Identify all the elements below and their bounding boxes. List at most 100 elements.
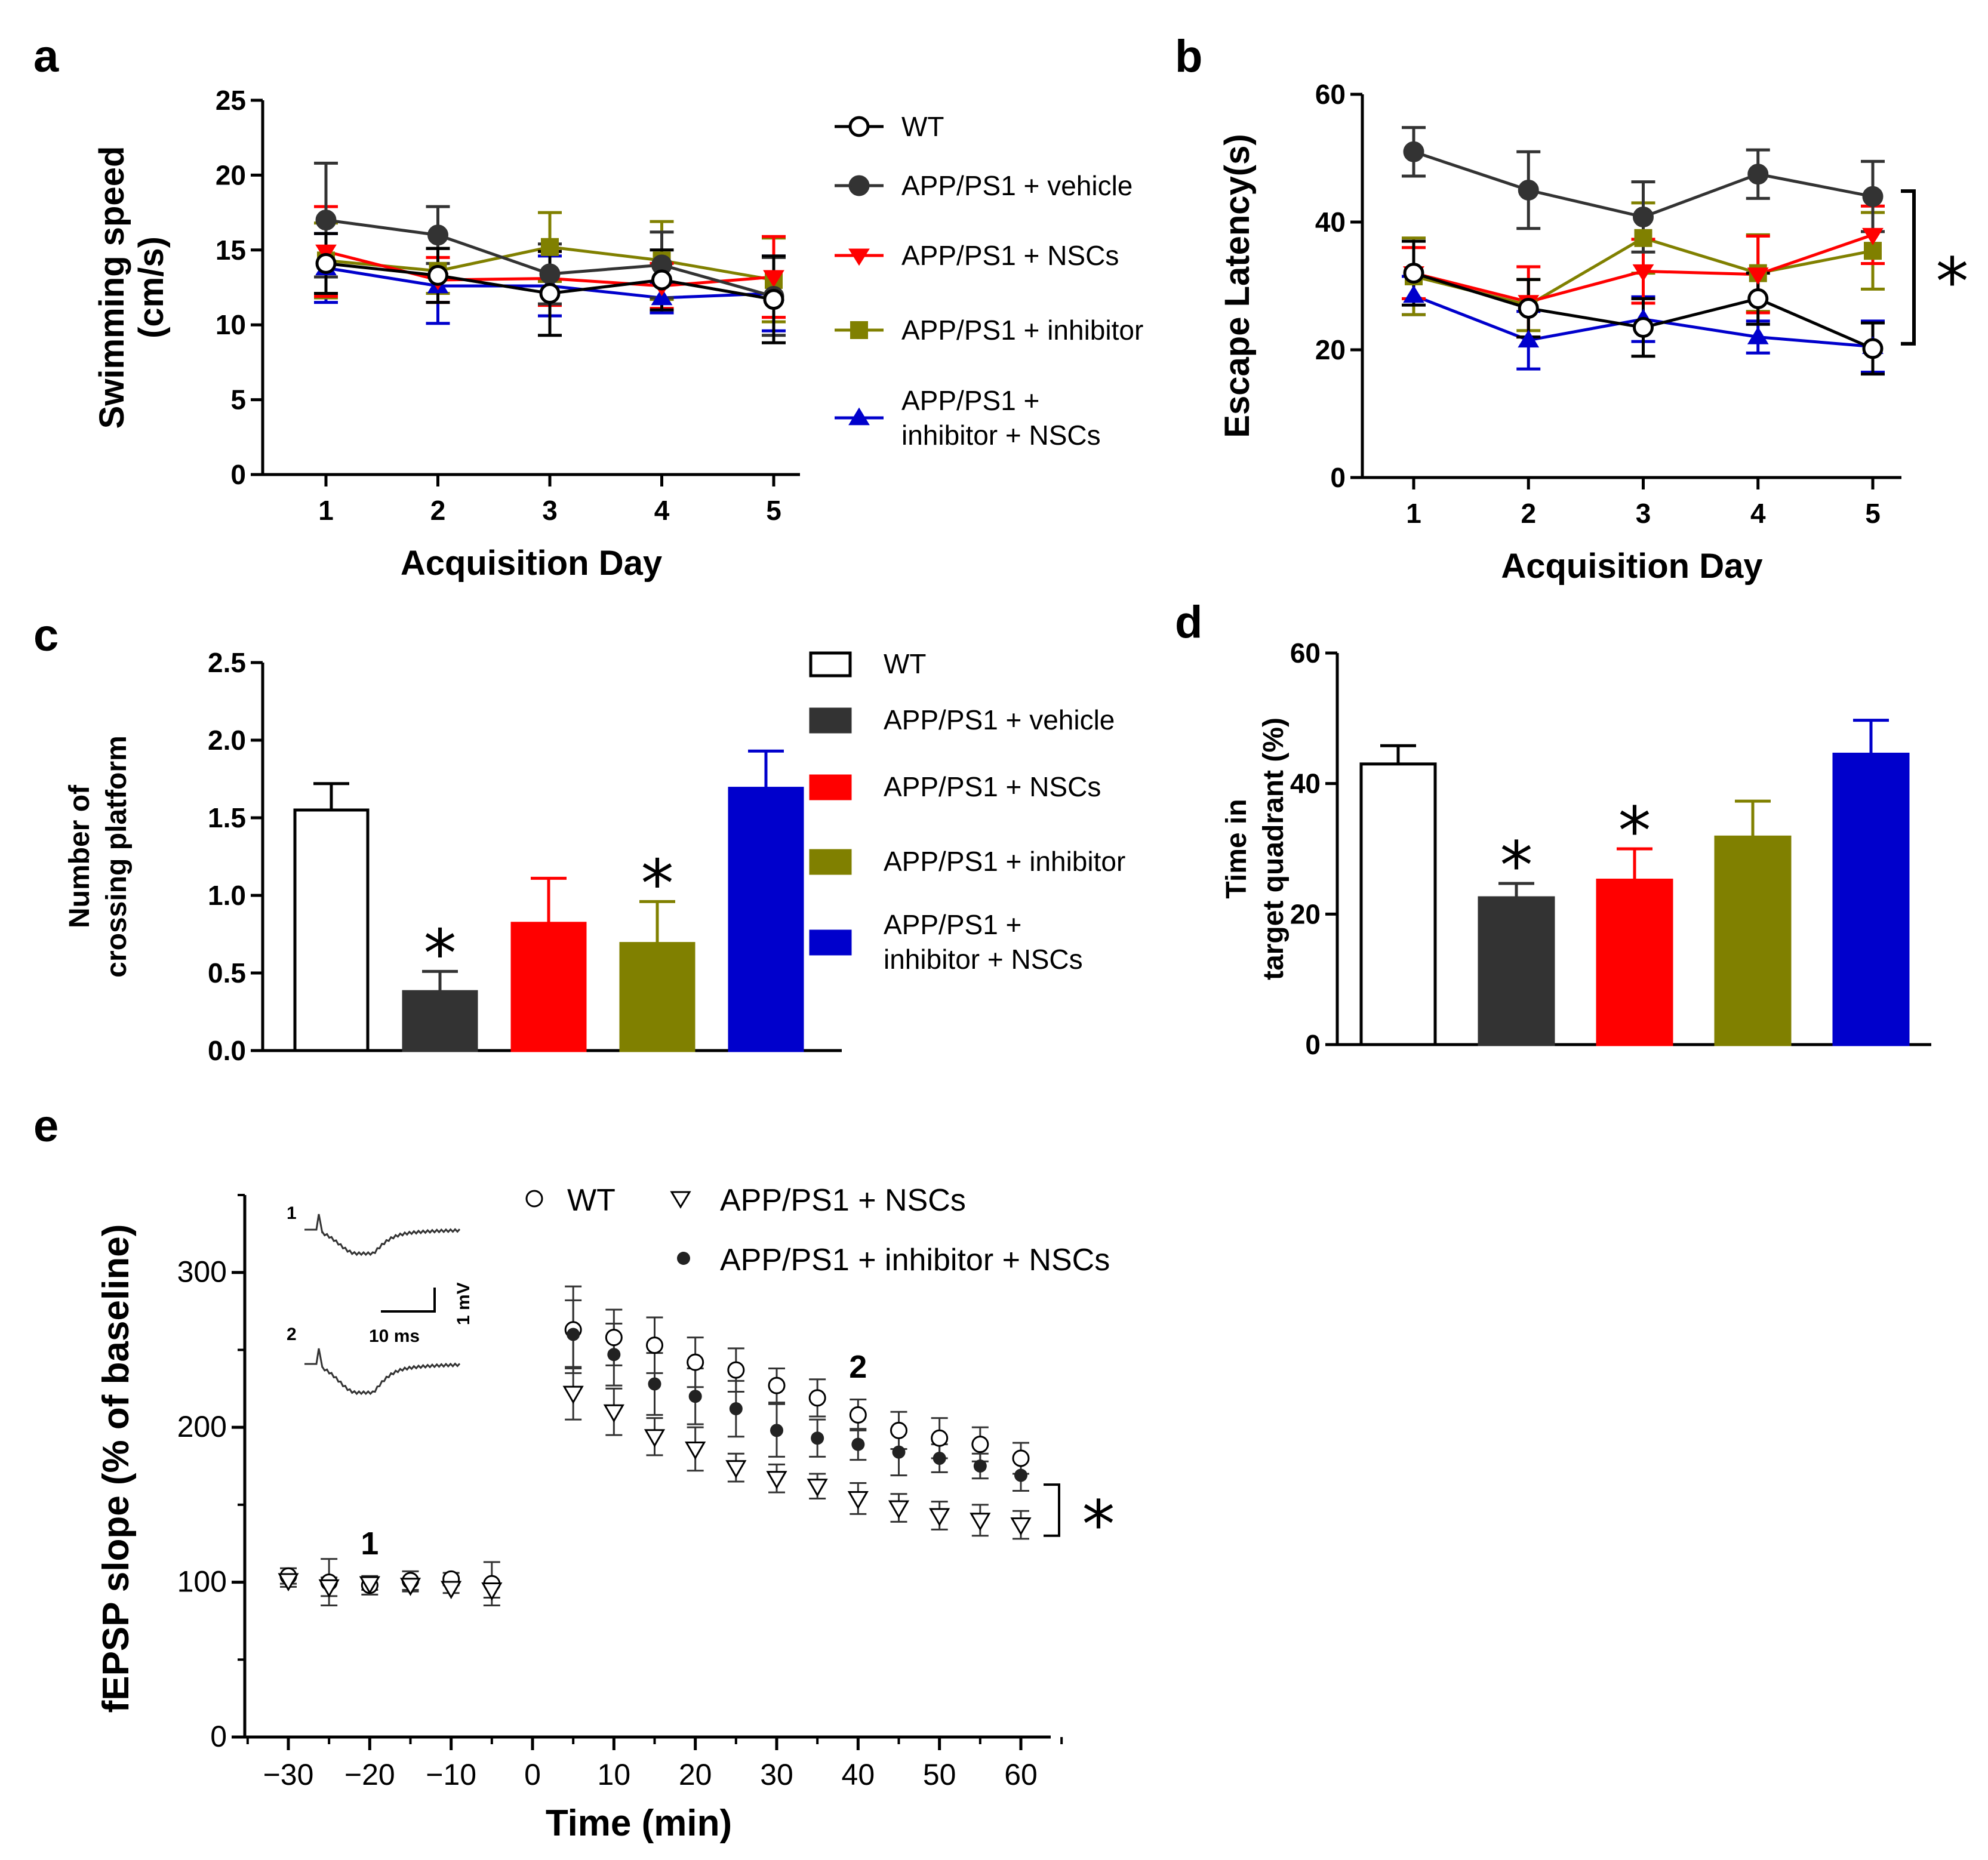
panel-label-a: a — [33, 31, 59, 82]
data-point — [441, 1581, 462, 1599]
significance-star: * — [1082, 1486, 1115, 1563]
scale-label-voltage: 1 mV — [454, 1282, 473, 1325]
significance-star: * — [1500, 827, 1533, 904]
data-point — [808, 1389, 826, 1407]
data-point — [651, 287, 673, 306]
x-tick-label: 2 — [430, 495, 446, 526]
y-tick-label: 0.0 — [208, 1035, 246, 1066]
data-point — [1012, 1449, 1030, 1467]
y-tick-label: 1.5 — [208, 802, 246, 833]
data-point — [359, 1576, 380, 1595]
y-tick-label: 0 — [230, 459, 246, 490]
legend-marker — [848, 407, 870, 426]
data-point — [973, 1459, 987, 1473]
y-tick-label: 200 — [177, 1410, 227, 1443]
legend-label: WT — [884, 648, 927, 679]
y-tick-label: 10 — [216, 309, 246, 340]
x-tick-label: 1 — [318, 495, 334, 526]
y-tick-label: 100 — [177, 1565, 227, 1599]
data-point — [644, 1429, 666, 1448]
bar — [1359, 762, 1437, 1046]
data-point — [971, 1436, 989, 1453]
data-point — [1403, 263, 1424, 284]
x-tick-label: −30 — [263, 1758, 314, 1791]
data-point — [315, 252, 337, 274]
legend-panel-e: WT APP/PS1 + NSCs APP/PS1 + inhibitor + NS… — [525, 1183, 1110, 1277]
panel-label-b: b — [1175, 31, 1202, 82]
data-point — [1747, 327, 1769, 344]
panel-label-d: d — [1175, 597, 1202, 648]
bar — [293, 808, 370, 1052]
data-point — [763, 289, 784, 310]
x-tick-label: 30 — [760, 1758, 793, 1791]
x-tick-label: −10 — [426, 1758, 476, 1791]
y-tick-label: 5 — [230, 384, 246, 415]
x-axis-title: Acquisition Day — [401, 544, 662, 583]
legend-label: APP/PS1 + inhibitor — [901, 315, 1143, 346]
data-point — [427, 224, 448, 246]
x-tick-label: 4 — [1750, 498, 1766, 529]
data-point — [1633, 206, 1654, 227]
data-point — [890, 1421, 907, 1439]
data-point — [888, 1500, 910, 1519]
data-point — [541, 238, 559, 256]
legend-swatch — [809, 707, 852, 734]
trace-1 — [304, 1214, 461, 1257]
data-point — [562, 1385, 584, 1405]
panel-d-target-quadrant-chart: 0 20 40 60 Time in target quadrant (%) * * — [1221, 638, 1931, 1060]
legend-marker — [850, 321, 868, 339]
panel-c-crossing-platform-chart: 0.0 0.5 1.0 1.5 2.0 2.5 Number of crossing plat… — [64, 647, 842, 1066]
legend-marker — [525, 1190, 543, 1208]
legend-label: APP/PS1 + NSCs — [720, 1183, 966, 1218]
data-point — [648, 1377, 661, 1391]
data-point — [539, 263, 561, 285]
data-point — [685, 1441, 706, 1460]
x-tick-label: −20 — [344, 1758, 395, 1791]
data-point — [811, 1431, 824, 1445]
data-point — [278, 1573, 299, 1591]
data-point — [768, 1376, 786, 1394]
data-point — [315, 210, 337, 231]
legend-marker — [677, 1252, 690, 1265]
x-axis-title: Time (min) — [546, 1803, 732, 1844]
x-tick-label: 40 — [842, 1758, 875, 1791]
legend-label: APP/PS1 + inhibitor — [884, 846, 1125, 877]
y-tick-label: 20 — [1315, 334, 1346, 365]
data-point — [567, 1328, 580, 1341]
panel-label-c: c — [33, 610, 59, 661]
legend-panel-c: WT APP/PS1 + vehicle APP/PS1 + NSCs APP/PS1… — [809, 648, 1125, 975]
x-tick-label: 5 — [1865, 498, 1881, 529]
x-tick-label: 50 — [923, 1758, 956, 1791]
y-tick-label: 40 — [1315, 207, 1346, 238]
data-point — [1747, 267, 1769, 285]
series-2 — [565, 1299, 1029, 1492]
legend-marker — [848, 175, 870, 196]
data-point — [427, 264, 448, 286]
data-point — [892, 1445, 906, 1459]
data-point — [481, 1582, 503, 1601]
x-tick-label: 3 — [542, 495, 558, 526]
data-point — [646, 1337, 663, 1354]
data-point — [1862, 186, 1884, 207]
y-tick-label: 20 — [1290, 898, 1321, 929]
scale-bar — [381, 1288, 436, 1313]
legend-label: APP/PS1 + NSCs — [884, 771, 1101, 802]
data-point — [1632, 264, 1654, 282]
y-tick-label: 0 — [210, 1720, 227, 1753]
y-axis-title: fEPSP slope (% of baseline) — [96, 1224, 137, 1713]
data-point — [1862, 338, 1884, 359]
y-tick-label: 300 — [177, 1255, 227, 1289]
data-point — [687, 1353, 704, 1371]
data-point — [318, 1579, 340, 1598]
data-point — [729, 1402, 743, 1416]
data-point — [603, 1404, 624, 1423]
y-axis-title: Swimming speed(cm/s) — [93, 146, 171, 429]
data-point — [727, 1361, 745, 1379]
y-tick-label: 25 — [216, 85, 246, 116]
y-tick-label: 2.0 — [208, 725, 246, 756]
data-point — [315, 244, 337, 262]
data-point — [847, 1491, 869, 1510]
legend-marker — [670, 1191, 691, 1209]
legend-label: APP/PS1 + inhibitor + NSCs — [884, 909, 1083, 975]
data-point — [763, 270, 784, 288]
